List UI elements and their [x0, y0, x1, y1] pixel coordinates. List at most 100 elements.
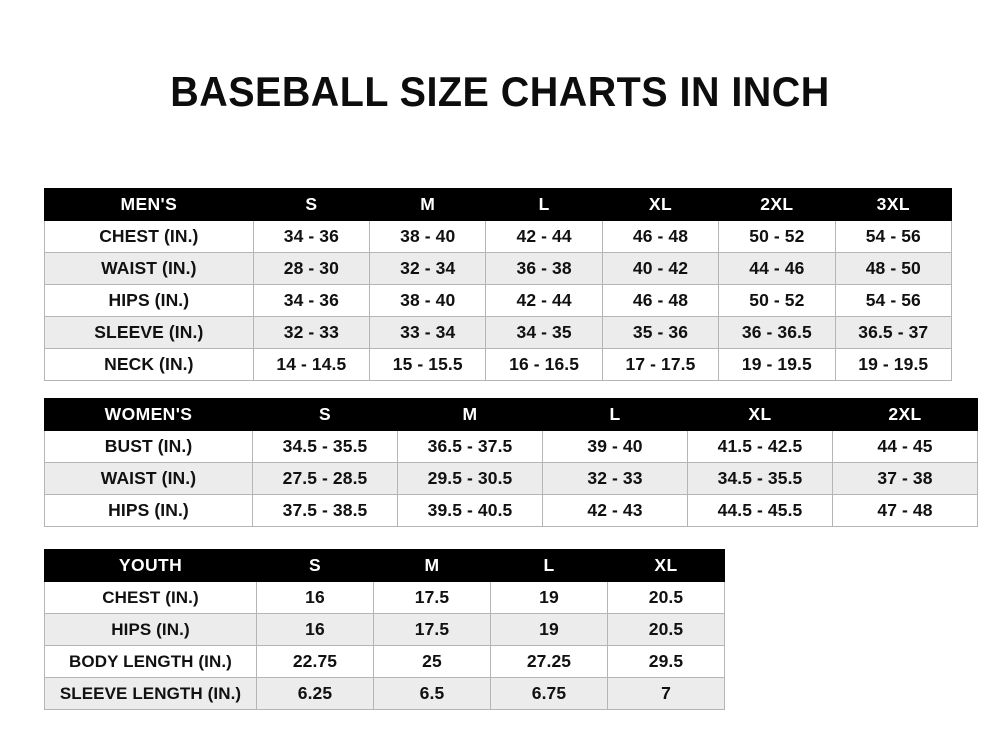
- table-row: WAIST (IN.) 28 - 30 32 - 34 36 - 38 40 -…: [44, 252, 953, 285]
- cell-value: 46 - 48: [601, 284, 720, 317]
- mens-col-header-m: M: [369, 188, 487, 221]
- womens-size-table: WOMEN'S S M L XL 2XL BUST (IN.) 34.5 - 3…: [44, 398, 978, 527]
- cell-value: 20.5: [607, 613, 725, 646]
- cell-value: 38 - 40: [369, 220, 487, 253]
- cell-value: 14 - 14.5: [252, 348, 371, 381]
- youth-table-head: YOUTH S M L XL: [44, 549, 725, 582]
- cell-value: 48 - 50: [834, 252, 953, 285]
- cell-value: 35 - 36: [601, 316, 720, 349]
- cell-value: 44.5 - 45.5: [687, 494, 833, 527]
- mens-col-header-s: S: [252, 188, 371, 221]
- cell-value: 6.25: [256, 677, 374, 710]
- cell-value: 50 - 52: [718, 284, 836, 317]
- womens-table-head: WOMEN'S S M L XL 2XL: [44, 398, 978, 431]
- cell-value: 32 - 34: [369, 252, 487, 285]
- table-row: BUST (IN.) 34.5 - 35.5 36.5 - 37.5 39 - …: [44, 430, 978, 463]
- table-row: HIPS (IN.) 37.5 - 38.5 39.5 - 40.5 42 - …: [44, 494, 978, 527]
- cell-value: 34.5 - 35.5: [687, 462, 833, 495]
- table-row: WAIST (IN.) 27.5 - 28.5 29.5 - 30.5 32 -…: [44, 462, 978, 495]
- cell-value: 37 - 38: [832, 462, 978, 495]
- cell-value: 39 - 40: [542, 430, 688, 463]
- youth-col-header-s: S: [256, 549, 374, 582]
- cell-value: 42 - 44: [485, 220, 603, 253]
- cell-value: 34 - 36: [252, 220, 371, 253]
- cell-value: 41.5 - 42.5: [687, 430, 833, 463]
- cell-value: 34 - 36: [252, 284, 371, 317]
- table-row: CHEST (IN.) 34 - 36 38 - 40 42 - 44 46 -…: [44, 220, 953, 253]
- youth-col-header-xl: XL: [607, 549, 725, 582]
- cell-value: 32 - 33: [542, 462, 688, 495]
- youth-corner-label: YOUTH: [44, 549, 257, 582]
- row-label: HIPS (IN.): [44, 613, 257, 646]
- page-title: BASEBALL SIZE CHARTS IN INCH: [170, 68, 830, 115]
- womens-col-header-m: M: [397, 398, 543, 431]
- row-label: WAIST (IN.): [44, 252, 254, 285]
- cell-value: 39.5 - 40.5: [397, 494, 543, 527]
- youth-col-header-l: L: [490, 549, 608, 582]
- cell-value: 28 - 30: [252, 252, 371, 285]
- mens-table-head: MEN'S S M L XL 2XL 3XL: [44, 188, 953, 221]
- mens-col-header-3xl: 3XL: [834, 188, 953, 221]
- cell-value: 33 - 34: [369, 316, 487, 349]
- table-row: SLEEVE (IN.) 32 - 33 33 - 34 34 - 35 35 …: [44, 316, 953, 349]
- womens-col-header-xl: XL: [687, 398, 833, 431]
- cell-value: 42 - 43: [542, 494, 688, 527]
- cell-value: 22.75: [256, 645, 374, 678]
- row-label: CHEST (IN.): [44, 220, 254, 253]
- youth-col-header-m: M: [373, 549, 491, 582]
- row-label: BUST (IN.): [44, 430, 253, 463]
- cell-value: 38 - 40: [369, 284, 487, 317]
- cell-value: 16 - 16.5: [485, 348, 603, 381]
- table-row: HIPS (IN.) 16 17.5 19 20.5: [44, 613, 725, 646]
- row-label: SLEEVE LENGTH (IN.): [44, 677, 257, 710]
- table-row: CHEST (IN.) 16 17.5 19 20.5: [44, 581, 725, 614]
- cell-value: 42 - 44: [485, 284, 603, 317]
- mens-col-header-l: L: [485, 188, 603, 221]
- mens-size-table: MEN'S S M L XL 2XL 3XL CHEST (IN.) 34 - …: [44, 188, 953, 381]
- row-label: WAIST (IN.): [44, 462, 253, 495]
- row-label: HIPS (IN.): [44, 494, 253, 527]
- mens-corner-label: MEN'S: [44, 188, 254, 221]
- row-label: CHEST (IN.): [44, 581, 257, 614]
- table-row: BODY LENGTH (IN.) 22.75 25 27.25 29.5: [44, 645, 725, 678]
- cell-value: 17 - 17.5: [601, 348, 720, 381]
- cell-value: 29.5: [607, 645, 725, 678]
- cell-value: 17.5: [373, 613, 491, 646]
- cell-value: 27.25: [490, 645, 608, 678]
- cell-value: 34.5 - 35.5: [252, 430, 398, 463]
- cell-value: 36 - 36.5: [718, 316, 836, 349]
- cell-value: 44 - 46: [718, 252, 836, 285]
- table-header-row: WOMEN'S S M L XL 2XL: [44, 398, 978, 431]
- cell-value: 54 - 56: [834, 220, 953, 253]
- mens-table-body: CHEST (IN.) 34 - 36 38 - 40 42 - 44 46 -…: [44, 220, 953, 381]
- cell-value: 6.75: [490, 677, 608, 710]
- cell-value: 19: [490, 613, 608, 646]
- cell-value: 19 - 19.5: [718, 348, 836, 381]
- womens-col-header-l: L: [542, 398, 688, 431]
- cell-value: 25: [373, 645, 491, 678]
- womens-corner-label: WOMEN'S: [44, 398, 253, 431]
- cell-value: 46 - 48: [601, 220, 720, 253]
- cell-value: 19 - 19.5: [834, 348, 953, 381]
- cell-value: 44 - 45: [832, 430, 978, 463]
- cell-value: 19: [490, 581, 608, 614]
- row-label: HIPS (IN.): [44, 284, 254, 317]
- cell-value: 36.5 - 37: [834, 316, 953, 349]
- row-label: NECK (IN.): [44, 348, 254, 381]
- cell-value: 34 - 35: [485, 316, 603, 349]
- youth-table-body: CHEST (IN.) 16 17.5 19 20.5 HIPS (IN.) 1…: [44, 581, 725, 710]
- table-row: HIPS (IN.) 34 - 36 38 - 40 42 - 44 46 - …: [44, 284, 953, 317]
- cell-value: 7: [607, 677, 725, 710]
- cell-value: 37.5 - 38.5: [252, 494, 398, 527]
- cell-value: 32 - 33: [252, 316, 371, 349]
- cell-value: 36.5 - 37.5: [397, 430, 543, 463]
- cell-value: 54 - 56: [834, 284, 953, 317]
- cell-value: 36 - 38: [485, 252, 603, 285]
- cell-value: 40 - 42: [601, 252, 720, 285]
- mens-col-header-xl: XL: [601, 188, 720, 221]
- table-header-row: MEN'S S M L XL 2XL 3XL: [44, 188, 953, 221]
- youth-size-table: YOUTH S M L XL CHEST (IN.) 16 17.5 19 20…: [44, 549, 725, 710]
- cell-value: 47 - 48: [832, 494, 978, 527]
- cell-value: 6.5: [373, 677, 491, 710]
